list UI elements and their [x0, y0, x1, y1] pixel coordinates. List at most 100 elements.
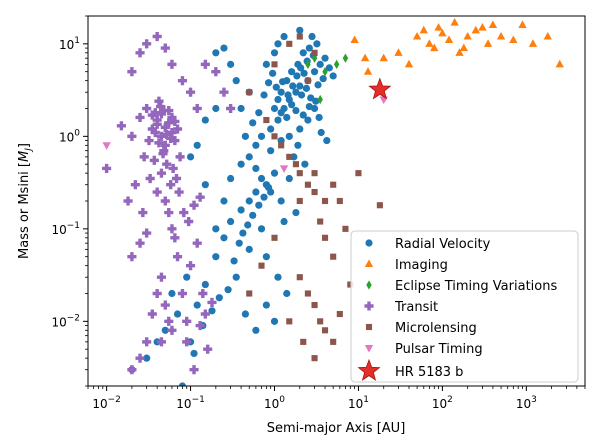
radial-velocity-point [297, 64, 305, 72]
transit-point [154, 96, 164, 106]
transit-point [189, 200, 199, 210]
microlensing-point [286, 318, 293, 325]
radial-velocity-point [208, 307, 216, 315]
radial-velocity-point [220, 197, 228, 205]
radial-velocity-point [269, 69, 277, 77]
pulsar-timing-point [102, 142, 111, 150]
radial-velocity-point [292, 208, 300, 217]
legend-marker-radial-velocity [365, 239, 373, 247]
radial-velocity-point [173, 310, 182, 318]
pulsar-timing-point [379, 96, 388, 105]
radial-velocity-point [289, 82, 297, 90]
radial-velocity-point [267, 147, 275, 155]
transit-point [170, 116, 180, 126]
radial-velocity-point [296, 82, 304, 90]
radial-velocity-point [232, 273, 240, 281]
transit-point [198, 288, 208, 299]
radial-velocity-point [235, 239, 243, 247]
radial-velocity-point [168, 289, 176, 298]
y-tick-label: 10−2 [51, 313, 80, 329]
microlensing-point [286, 153, 293, 160]
microlensing-point [296, 33, 303, 40]
transit-point [158, 149, 168, 159]
transit-point [171, 173, 182, 184]
radial-velocity-point [212, 253, 220, 261]
radial-velocity-point [255, 201, 263, 209]
radial-velocity-point [304, 116, 312, 124]
transit-point [186, 261, 196, 271]
legend: Radial Velocity Imaging Eclipse Timing Var… [350, 230, 579, 383]
imaging-point [471, 25, 480, 34]
transit-point [189, 365, 199, 375]
imaging-point [483, 39, 493, 47]
transit-point [123, 196, 133, 206]
radial-velocity-point [283, 113, 291, 122]
radial-velocity-point [317, 128, 325, 137]
imaging-point [496, 31, 506, 40]
transit-point [177, 76, 187, 86]
radial-velocity-point [215, 294, 223, 302]
transit-point [164, 106, 174, 116]
transit-point [174, 187, 184, 197]
microlensing-point [304, 290, 311, 297]
eclipse-timing-variations-point [342, 53, 349, 63]
transit-point [226, 103, 236, 114]
imaging-point [488, 20, 498, 29]
transit-point [154, 138, 164, 148]
radial-velocity-point [262, 253, 270, 261]
radial-velocity-point [296, 26, 304, 34]
transit-point [167, 127, 177, 138]
radial-velocity-point [241, 310, 249, 318]
imaging-point [350, 35, 359, 44]
transit-point [149, 155, 159, 165]
x-tick-label: 10−2 [92, 395, 121, 411]
transit-point [195, 192, 205, 202]
microlensing-point [311, 188, 318, 196]
microlensing-point [376, 202, 383, 209]
legend-label-hr-5183-b: HR 5183 b [395, 365, 463, 380]
transit-point [160, 140, 170, 150]
radial-velocity-point [245, 197, 253, 205]
transit-point [144, 136, 154, 146]
radial-velocity-point [319, 75, 327, 83]
radial-velocity-point [227, 217, 235, 226]
radial-velocity-point [302, 84, 311, 92]
imaging-point [412, 31, 422, 40]
radial-velocity-point [274, 95, 282, 104]
transit-point [182, 316, 192, 326]
radial-velocity-point [274, 40, 282, 48]
transit-point [192, 238, 202, 248]
y-tick-label: 10−1 [51, 221, 80, 237]
x-axis-label: Semi-major Axis [AU] [267, 421, 406, 436]
transit-point [164, 207, 174, 218]
transit-point [127, 131, 137, 141]
imaging-point [438, 28, 447, 37]
imaging-point [425, 39, 434, 47]
microlensing-point [296, 197, 303, 205]
microlensing-point [271, 133, 278, 140]
transit-point [167, 112, 177, 123]
radial-velocity-point [262, 60, 270, 68]
radial-velocity-point [227, 60, 235, 68]
microlensing-point [330, 253, 337, 260]
transit-point [150, 127, 160, 138]
transit-point [142, 103, 152, 114]
plot-marks [102, 17, 564, 386]
radial-velocity-point [270, 49, 279, 57]
eclipse-timing-variations-point [333, 59, 340, 70]
transit-point [207, 297, 217, 308]
transit-point [166, 133, 176, 143]
transit-point [116, 121, 126, 131]
legend-marker-eclipse-timing-variations [366, 280, 372, 290]
transit-point [192, 103, 202, 114]
transit-point [173, 124, 183, 134]
transit-point [179, 207, 189, 218]
transit-point [200, 59, 210, 69]
legend-label-radial-velocity: Radial Velocity [395, 237, 491, 252]
radial-velocity-point [232, 77, 240, 85]
eclipse-timing-variations-point [322, 67, 328, 77]
imaging-point [430, 43, 439, 52]
eclipse-timing-variations-point [305, 59, 311, 70]
transit-point [142, 228, 152, 238]
radial-velocity-point [315, 113, 323, 122]
